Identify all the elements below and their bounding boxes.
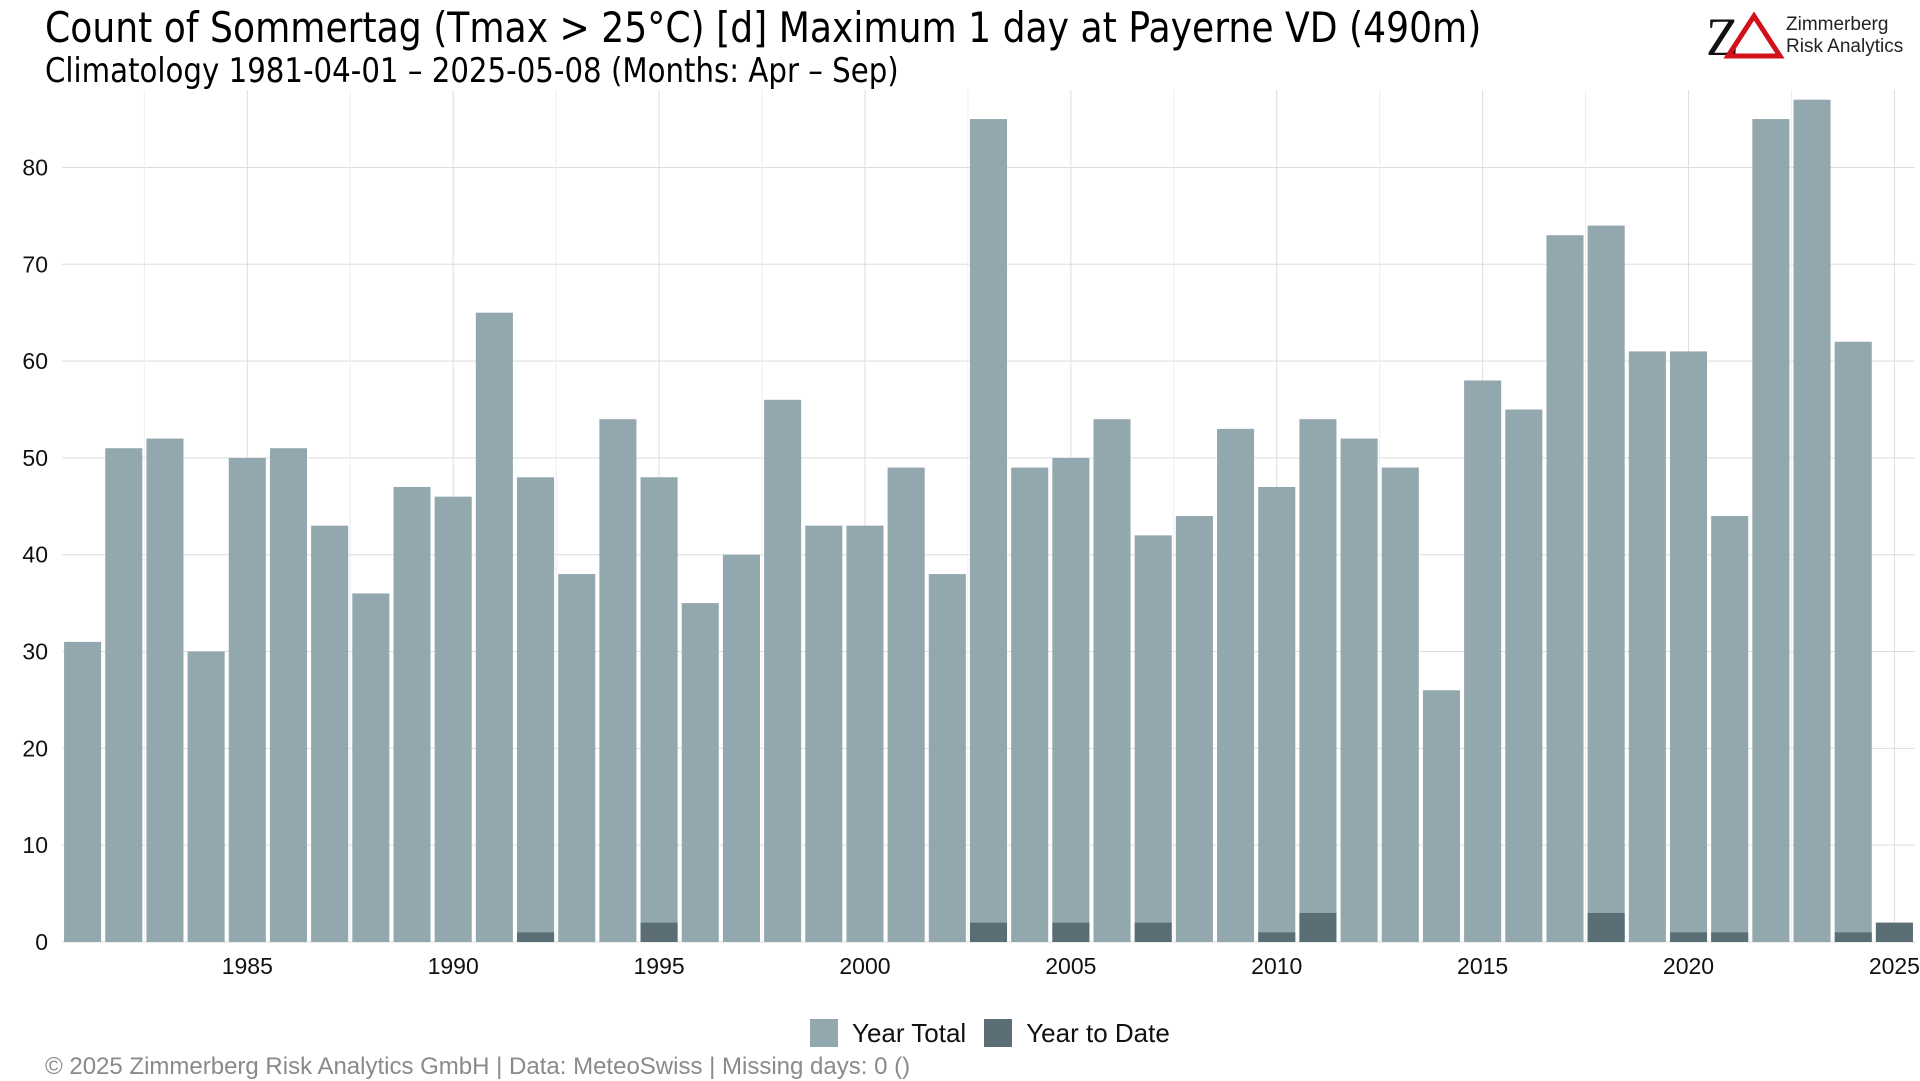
bar-year-to-date-2007	[1134, 922, 1172, 942]
x-tick-label: 2020	[1663, 953, 1714, 979]
bar-year-total-1993	[558, 574, 596, 942]
bars	[64, 99, 1913, 943]
logo-line1: Zimmerberg	[1786, 14, 1889, 35]
x-tick-label: 2010	[1251, 953, 1302, 979]
bar-year-total-2006	[1093, 419, 1131, 942]
bar-year-total-2014	[1422, 690, 1460, 942]
bar-year-total-2024	[1834, 341, 1872, 942]
bar-year-total-1987	[311, 525, 349, 942]
bar-year-to-date-2020	[1669, 932, 1708, 942]
bar-year-total-1988	[352, 593, 390, 942]
y-tick-label: 20	[22, 735, 48, 761]
x-tick-label: 2015	[1457, 953, 1508, 979]
bar-year-total-1983	[146, 438, 184, 942]
x-tick-label: 1985	[222, 953, 273, 979]
bar-year-total-2004	[1011, 467, 1049, 942]
legend-label-year-to-date: Year to Date	[1026, 1017, 1170, 1048]
x-tick-label: 2005	[1045, 953, 1096, 979]
y-axis-ticks: 0 10 20 30 40 50 60 70 80	[22, 154, 48, 955]
chart-subtitle: Climatology 1981-04-01 – 2025-05-08 (Mon…	[45, 51, 899, 91]
x-tick-label: 2025	[1869, 953, 1920, 979]
y-tick-label: 50	[22, 445, 48, 471]
bar-year-to-date-2025	[1875, 922, 1913, 942]
bar-year-total-2017	[1546, 235, 1584, 942]
x-tick-label: 1990	[428, 953, 479, 979]
bar-year-total-1982	[105, 448, 143, 942]
y-tick-label: 60	[22, 348, 48, 374]
legend-swatch-year-to-date	[984, 1019, 1013, 1047]
bar-year-total-1994	[599, 419, 637, 942]
bar-year-total-1998	[764, 399, 802, 942]
bar-year-total-1990	[434, 496, 472, 942]
bar-year-total-1992	[517, 477, 555, 942]
bar-chart: 0 10 20 30 40 50 60 70 80 1985 1990 1995 2000 2005 20…	[22, 90, 1920, 979]
x-tick-label: 1995	[633, 953, 684, 979]
y-tick-label: 70	[22, 251, 48, 277]
bar-year-total-1991	[475, 312, 513, 942]
bar-year-to-date-2021	[1711, 932, 1749, 942]
bar-year-to-date-2010	[1258, 932, 1296, 942]
bar-year-to-date-2018	[1587, 912, 1625, 942]
bar-year-to-date-2005	[1052, 922, 1090, 942]
bar-year-total-2021	[1711, 516, 1749, 942]
x-axis-ticks: 1985 1990 1995 2000 2005 2010 2015 2020 2025	[222, 953, 1920, 979]
bar-year-to-date-2011	[1299, 912, 1337, 942]
bar-year-total-2023	[1793, 99, 1831, 942]
bar-year-total-1984	[187, 651, 225, 942]
bar-year-total-1999	[805, 525, 843, 942]
bar-year-total-2012	[1340, 438, 1378, 942]
bar-year-total-1995	[640, 477, 678, 942]
bar-year-total-2003	[969, 119, 1008, 942]
bar-year-total-2002	[928, 574, 966, 942]
bar-year-total-1997	[722, 554, 760, 942]
legend: Year Total Year to Date	[810, 1018, 1188, 1048]
bar-year-to-date-2003	[969, 922, 1008, 942]
bar-year-total-1981	[64, 641, 102, 942]
y-tick-label: 10	[22, 832, 48, 858]
bar-year-total-2010	[1258, 486, 1296, 942]
bar-year-total-2019	[1628, 351, 1666, 943]
y-tick-label: 40	[22, 542, 48, 568]
footer-credits: © 2025 Zimmerberg Risk Analytics GmbH | …	[45, 1053, 911, 1080]
bar-year-total-1986	[269, 448, 308, 942]
legend-item-year-total: Year Total	[810, 1018, 966, 1049]
bar-year-total-2016	[1505, 409, 1543, 942]
bar-year-total-2018	[1587, 225, 1625, 942]
x-tick-label: 2000	[839, 953, 890, 979]
bar-year-total-2020	[1669, 351, 1708, 943]
bar-year-total-2000	[846, 525, 884, 942]
bar-year-total-1985	[228, 457, 266, 942]
bar-year-total-2015	[1464, 380, 1502, 942]
bar-year-total-2007	[1134, 535, 1172, 942]
legend-label-year-total: Year Total	[852, 1017, 967, 1048]
company-logo: Z Zimmerberg Risk Analytics	[1706, 12, 1906, 62]
bar-year-total-2011	[1299, 419, 1337, 942]
logo-mark-icon: Z	[1706, 12, 1785, 62]
y-tick-label: 80	[22, 154, 48, 180]
bar-year-total-2013	[1381, 467, 1419, 942]
bar-year-to-date-1992	[517, 932, 555, 942]
bar-year-to-date-1995	[640, 922, 678, 942]
bar-year-to-date-2024	[1834, 932, 1872, 942]
logo-line2: Risk Analytics	[1786, 36, 1904, 57]
chart-title: Count of Sommertag (Tmax > 25°C) [d] Max…	[45, 3, 1482, 52]
bar-year-total-2022	[1752, 119, 1790, 942]
y-tick-label: 30	[22, 639, 48, 665]
y-tick-label: 0	[35, 929, 48, 955]
bar-year-total-1996	[681, 603, 719, 942]
bar-year-total-2001	[887, 467, 925, 942]
bar-year-total-2009	[1217, 428, 1255, 942]
bar-year-total-2008	[1175, 516, 1213, 942]
bar-year-total-1989	[393, 486, 431, 942]
legend-item-year-to-date: Year to Date	[984, 1018, 1170, 1049]
bar-year-total-2005	[1052, 457, 1090, 942]
legend-swatch-year-total	[810, 1019, 838, 1047]
